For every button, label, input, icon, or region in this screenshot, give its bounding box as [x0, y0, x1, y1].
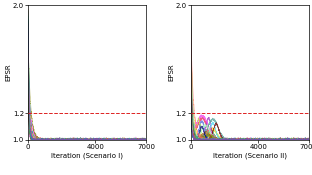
X-axis label: Iteration (Scenario I): Iteration (Scenario I) [51, 153, 123, 159]
Y-axis label: EPSR: EPSR [5, 64, 11, 81]
Y-axis label: EPSR: EPSR [168, 64, 174, 81]
X-axis label: Iteration (Scenario II): Iteration (Scenario II) [213, 153, 287, 159]
